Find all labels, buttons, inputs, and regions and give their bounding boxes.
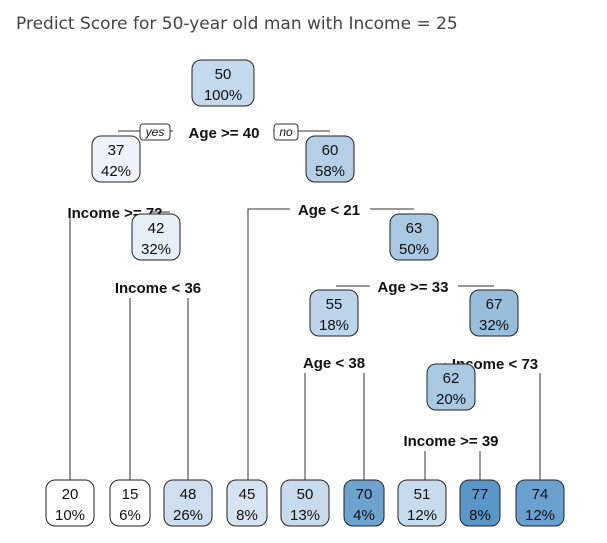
- node-percent: 20%: [436, 391, 466, 408]
- node-box: [309, 289, 359, 337]
- split-n55: Age < 38: [303, 355, 365, 372]
- node-percent: 26%: [173, 507, 203, 524]
- tree-node: 37 42%: [91, 135, 141, 183]
- tree-leaf: 15 6%: [109, 479, 151, 527]
- node-percent: 100%: [204, 87, 242, 104]
- node-percent: 18%: [319, 317, 349, 334]
- node-value: 74: [532, 486, 549, 503]
- node-value: 67: [486, 296, 503, 313]
- node-box: [343, 479, 385, 527]
- split-n63: Age >= 33: [378, 279, 449, 296]
- node-box: [109, 479, 151, 527]
- node-value: 20: [62, 486, 79, 503]
- node-box: [280, 479, 330, 527]
- node-box: [469, 289, 519, 337]
- node-value: 63: [406, 220, 423, 237]
- node-value: 55: [326, 296, 343, 313]
- tree-leaf: 77 8%: [459, 479, 501, 527]
- node-box: [397, 479, 447, 527]
- node-box: [45, 479, 95, 527]
- node-value: 70: [356, 486, 373, 503]
- tree-node: 42 32%: [131, 213, 181, 261]
- split-n60: Age < 21: [298, 202, 360, 219]
- node-box: [426, 363, 476, 411]
- node-percent: 32%: [479, 317, 509, 334]
- node-value: 60: [322, 142, 339, 159]
- node-percent: 50%: [399, 241, 429, 258]
- node-value: 48: [180, 486, 197, 503]
- tree-node: 63 50%: [389, 213, 439, 261]
- node-value: 45: [239, 486, 256, 503]
- node-box: [131, 213, 181, 261]
- node-percent: 8%: [469, 507, 491, 524]
- node-percent: 10%: [55, 507, 85, 524]
- node-value: 15: [122, 486, 139, 503]
- node-value: 37: [108, 142, 125, 159]
- node-value: 51: [414, 486, 431, 503]
- tree-nodes: 50 100% 37 42% 60 58% 42 32% 63 50% 55 1…: [45, 59, 565, 527]
- node-value: 50: [215, 66, 232, 83]
- node-percent: 6%: [119, 507, 141, 524]
- node-percent: 12%: [407, 507, 437, 524]
- tree-node: 50 100%: [191, 59, 255, 107]
- no-tag: no: [273, 123, 299, 141]
- tree-leaf: 48 26%: [163, 479, 213, 527]
- tree-node: 62 20%: [426, 363, 476, 411]
- tree-node: 60 58%: [305, 135, 355, 183]
- tree-node: 67 32%: [469, 289, 519, 337]
- split-n62: Income >= 39: [403, 433, 498, 450]
- tree-leaf: 70 4%: [343, 479, 385, 527]
- no-label: no: [279, 125, 293, 139]
- node-percent: 12%: [525, 507, 555, 524]
- split-root: Age >= 40: [189, 125, 260, 142]
- edge-60-left: [247, 208, 290, 481]
- node-value: 77: [472, 486, 489, 503]
- yes-label: yes: [145, 125, 165, 139]
- tree-node: 55 18%: [309, 289, 359, 337]
- tree-leaf: 20 10%: [45, 479, 95, 527]
- node-percent: 32%: [141, 241, 171, 258]
- node-box: [191, 59, 255, 107]
- node-value: 42: [148, 220, 165, 237]
- node-box: [459, 479, 501, 527]
- yes-tag: yes: [139, 123, 171, 141]
- node-value: 62: [443, 370, 460, 387]
- node-box: [91, 135, 141, 183]
- tree-edges: [69, 130, 541, 481]
- node-percent: 42%: [101, 163, 131, 180]
- node-value: 50: [297, 486, 314, 503]
- split-labels: Age >= 40 Income >= 72 Income < 36 Age <…: [67, 125, 538, 450]
- split-n42: Income < 36: [115, 280, 201, 297]
- node-percent: 4%: [353, 507, 375, 524]
- node-box: [389, 213, 439, 261]
- node-box: [515, 479, 565, 527]
- tree-leaf: 45 8%: [226, 479, 268, 527]
- node-box: [163, 479, 213, 527]
- tree-leaf: 50 13%: [280, 479, 330, 527]
- node-box: [305, 135, 355, 183]
- tree-leaf: 74 12%: [515, 479, 565, 527]
- node-box: [226, 479, 268, 527]
- tree-leaf: 51 12%: [397, 479, 447, 527]
- node-percent: 13%: [290, 507, 320, 524]
- node-percent: 8%: [236, 507, 258, 524]
- page-title: Predict Score for 50-year old man with I…: [16, 14, 458, 34]
- node-percent: 58%: [315, 163, 345, 180]
